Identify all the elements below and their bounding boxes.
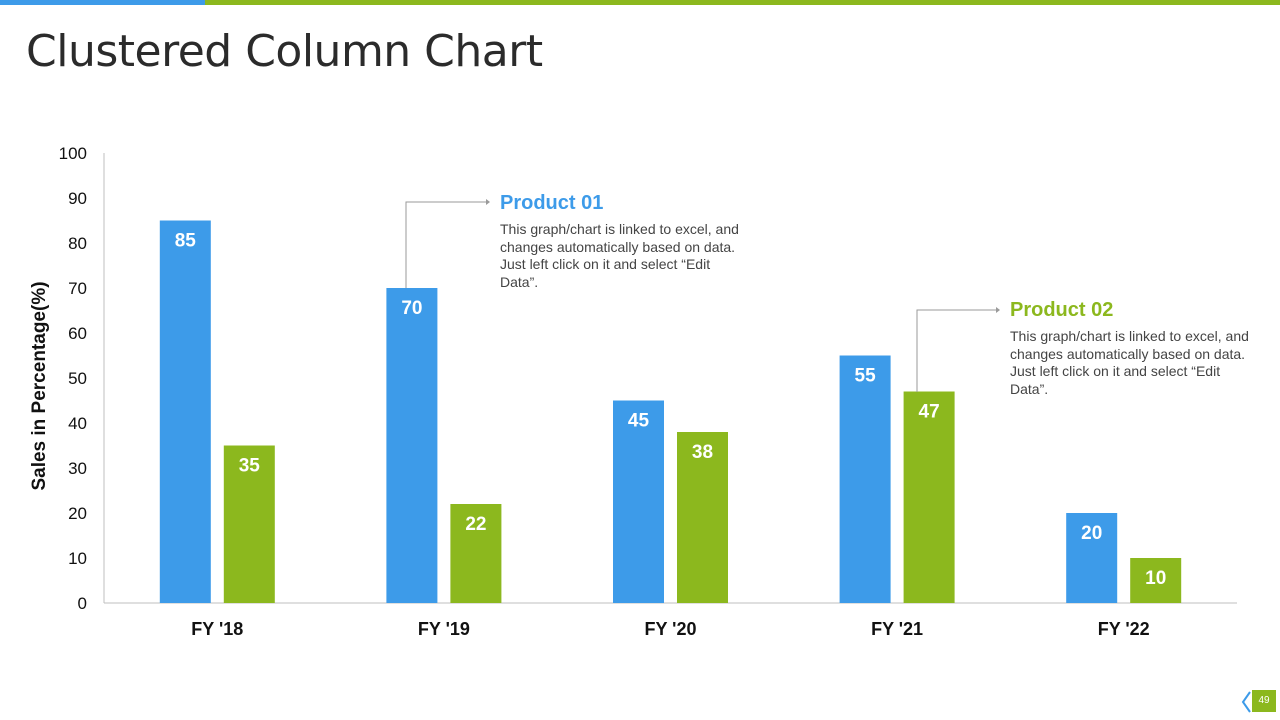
callout-connector-product-01 <box>405 201 486 288</box>
callout-product-01: Product 01 This graph/chart is linked to… <box>500 192 750 291</box>
bar-series-1-4[interactable] <box>839 355 891 604</box>
data-label: 47 <box>919 402 940 423</box>
data-label: 55 <box>855 366 877 387</box>
x-axis-tick-labels: FY '18 FY '19 FY '20 FY '21 FY '22 <box>191 619 1149 639</box>
callout-product-02: Product 02 This graph/chart is linked to… <box>1010 299 1260 398</box>
y-tick-label: 10 <box>68 549 87 568</box>
y-tick-label: 40 <box>68 414 87 433</box>
y-axis-label: Sales in Percentage(%) <box>29 281 50 490</box>
callout-connector-product-02 <box>916 309 996 392</box>
x-tick-label: FY '18 <box>191 619 243 639</box>
bar-series-2-1[interactable] <box>223 445 275 604</box>
data-label: 22 <box>465 514 486 535</box>
bar-series-1-1[interactable] <box>159 220 211 604</box>
callout-arrowhead-product-02 <box>996 307 1000 313</box>
page-title: Clustered Column Chart <box>26 26 543 77</box>
data-label: 35 <box>239 456 261 477</box>
page-number: 49 <box>1252 690 1276 712</box>
data-labels-group: 85 35 70 22 45 38 55 47 20 10 <box>175 231 1167 590</box>
x-tick-label: FY '19 <box>418 619 470 639</box>
data-label: 20 <box>1081 523 1102 544</box>
x-tick-label: FY '22 <box>1098 619 1150 639</box>
data-label: 70 <box>401 298 422 319</box>
bar-series-1-5[interactable] <box>1066 513 1118 603</box>
chevron-left-icon <box>1241 691 1251 713</box>
data-label: 45 <box>628 411 650 432</box>
callout-text: This graph/chart is linked to excel, and… <box>500 221 739 290</box>
bar-series-2-3[interactable] <box>677 432 728 603</box>
callout-title: Product 01 <box>500 192 604 214</box>
bar-series-2-2[interactable] <box>450 504 502 603</box>
top-accent-bar-blue <box>0 0 205 5</box>
data-label: 10 <box>1145 568 1166 589</box>
data-label: 85 <box>175 231 197 252</box>
y-tick-label: 90 <box>68 189 87 208</box>
callout-text: This graph/chart is linked to excel, and… <box>1010 328 1249 397</box>
y-tick-label: 50 <box>68 369 87 388</box>
y-tick-label: 80 <box>68 234 87 253</box>
bar-series-1-3[interactable] <box>613 400 664 604</box>
data-label: 38 <box>692 442 713 463</box>
y-tick-label: 100 <box>59 144 87 163</box>
top-accent-bar-green <box>205 0 1280 5</box>
y-tick-label: 60 <box>68 324 87 343</box>
y-tick-label: 0 <box>78 594 87 613</box>
bar-series-2-4[interactable] <box>903 391 955 604</box>
bars-group <box>159 220 1182 604</box>
bar-series-2-5[interactable] <box>1130 558 1182 603</box>
callout-arrowhead-product-01 <box>486 199 490 205</box>
x-tick-label: FY '21 <box>871 619 923 639</box>
y-tick-label: 20 <box>68 504 87 523</box>
x-tick-label: FY '20 <box>645 619 697 639</box>
y-tick-label: 70 <box>68 279 87 298</box>
y-axis-tick-labels: 0 10 20 30 40 50 60 70 80 90 100 <box>59 144 87 613</box>
y-tick-label: 30 <box>68 459 87 478</box>
bar-series-1-2[interactable] <box>386 288 438 603</box>
callout-title: Product 02 <box>1010 299 1114 321</box>
